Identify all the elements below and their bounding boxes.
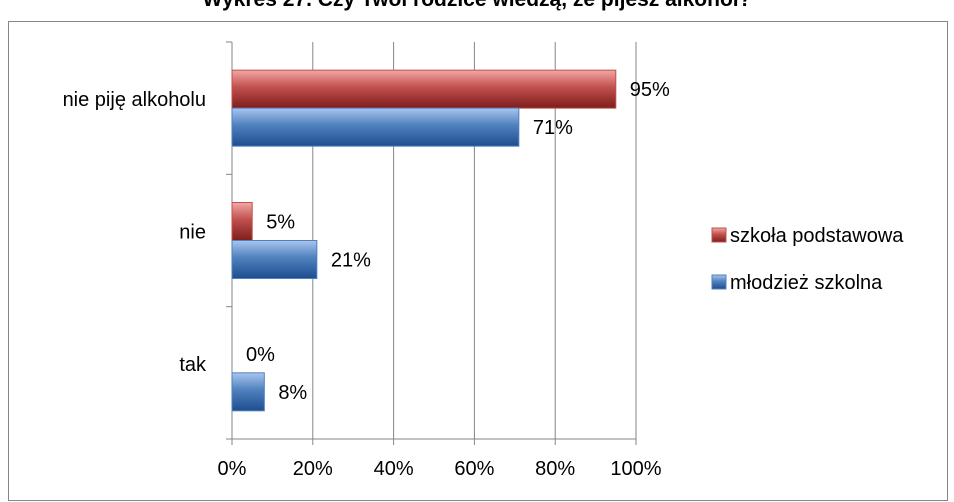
legend-swatch <box>711 227 727 243</box>
x-tick-label: 60% <box>454 458 494 480</box>
x-tick-label: 80% <box>535 458 575 480</box>
bar-szkola-podstawowa <box>231 202 253 241</box>
category-label: tak <box>179 354 207 376</box>
data-label: 0% <box>246 344 275 366</box>
category-label: nie piję alkoholu <box>63 89 206 111</box>
bar-chart: 0% 20% 40% 60% 80% 100% nie piję alkoholu nie ta… <box>63 41 904 480</box>
x-tick-label: 40% <box>374 458 414 480</box>
data-label: 95% <box>630 79 670 101</box>
bar-mlodziez-szkolna <box>231 372 265 412</box>
x-tick-label: 0% <box>218 458 247 480</box>
data-label: 8% <box>278 382 307 404</box>
chart-frame: 0% 20% 40% 60% 80% 100% nie piję alkoholu nie ta… <box>8 21 948 501</box>
bars <box>231 69 617 412</box>
data-label: 21% <box>331 250 371 272</box>
data-label: 5% <box>266 212 295 234</box>
bar-szkola-podstawowa <box>231 69 617 109</box>
legend-label: szkoła podstawowa <box>730 225 904 247</box>
bar-mlodziez-szkolna <box>231 240 318 279</box>
category-label: nie <box>179 222 206 244</box>
legend: szkoła podstawowa młodzież szkolna <box>711 225 904 294</box>
x-tick-label: 100% <box>610 458 661 480</box>
x-tick-label: 20% <box>293 458 333 480</box>
bar-mlodziez-szkolna <box>231 107 520 147</box>
legend-swatch <box>711 274 727 290</box>
data-label: 71% <box>533 117 573 139</box>
legend-label: młodzież szkolna <box>730 272 883 294</box>
labels: 95% 71% 5% 21% 0%8% <box>246 79 670 404</box>
chart-title: Wykres 27. Czy Twoi rodzice wiedzą, że p… <box>0 0 954 12</box>
